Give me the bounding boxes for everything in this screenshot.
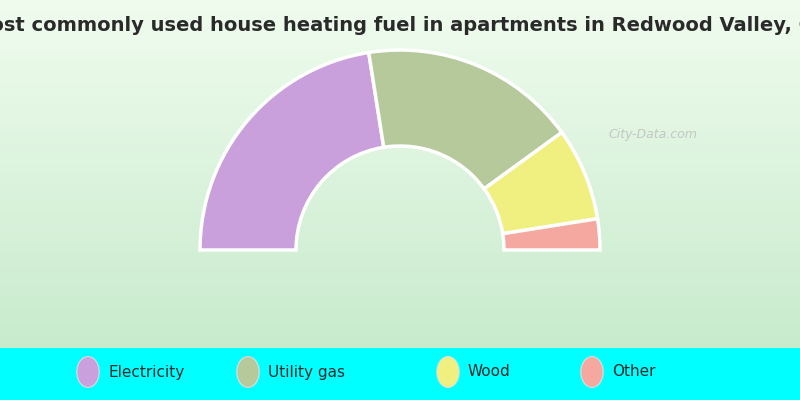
Text: Electricity: Electricity bbox=[108, 364, 184, 380]
Text: Other: Other bbox=[612, 364, 655, 380]
Ellipse shape bbox=[77, 357, 99, 387]
Text: Utility gas: Utility gas bbox=[268, 364, 345, 380]
Wedge shape bbox=[369, 50, 562, 189]
Wedge shape bbox=[484, 132, 598, 234]
Ellipse shape bbox=[237, 357, 259, 387]
Wedge shape bbox=[502, 219, 600, 250]
Text: Wood: Wood bbox=[468, 364, 510, 380]
Text: Most commonly used house heating fuel in apartments in Redwood Valley, CA: Most commonly used house heating fuel in… bbox=[0, 16, 800, 35]
Ellipse shape bbox=[437, 357, 459, 387]
Ellipse shape bbox=[581, 357, 603, 387]
Text: City-Data.com: City-Data.com bbox=[608, 128, 697, 141]
Wedge shape bbox=[200, 52, 384, 250]
